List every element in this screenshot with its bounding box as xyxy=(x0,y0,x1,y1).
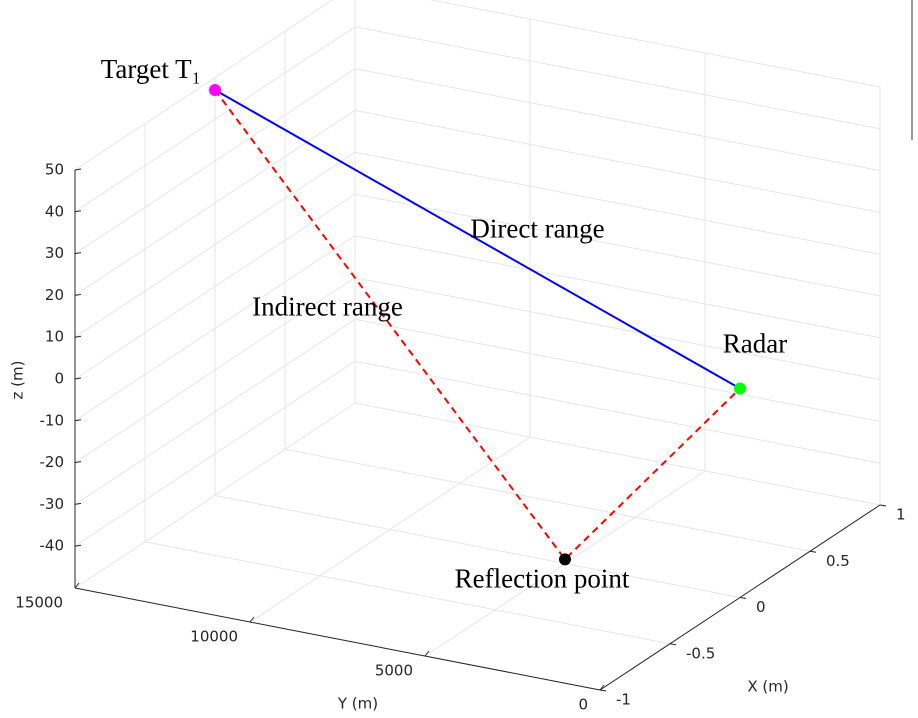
tick-mark xyxy=(809,550,817,553)
x-axis-label: X (m) xyxy=(747,678,788,696)
z-tick-label: -10 xyxy=(40,411,65,429)
axis-line xyxy=(74,587,601,691)
z-tick-label: 20 xyxy=(45,286,64,304)
grid-line xyxy=(74,235,356,422)
tick-mark xyxy=(74,544,82,547)
tick-mark xyxy=(74,252,82,255)
grid-line xyxy=(74,193,356,380)
z-tick-label: 30 xyxy=(45,244,64,262)
grid-line xyxy=(354,151,881,255)
grid-line xyxy=(354,360,881,464)
tick-mark xyxy=(74,461,82,464)
y-tick-label: 5000 xyxy=(375,662,413,680)
grid-line xyxy=(74,402,356,589)
tick-mark xyxy=(669,643,677,646)
tick-mark xyxy=(424,650,430,657)
grid-line xyxy=(354,109,881,213)
tick-mark xyxy=(74,377,82,380)
grid-line xyxy=(284,448,811,552)
grid-line xyxy=(354,235,881,339)
x-tick-label: -1 xyxy=(616,691,631,709)
z-tick-label: -40 xyxy=(40,537,65,555)
range-line xyxy=(214,89,741,390)
grid-line xyxy=(74,360,356,547)
grid-line xyxy=(354,277,881,381)
z-tick-label: 50 xyxy=(45,161,64,179)
z-tick-label: -20 xyxy=(40,453,65,471)
grid-line xyxy=(74,0,334,171)
grid-line xyxy=(74,318,356,505)
tick-mark xyxy=(599,689,607,692)
x-tick-label: 0 xyxy=(756,598,766,616)
grid-line xyxy=(354,26,881,130)
grid-line xyxy=(354,318,881,422)
point-label: Radar xyxy=(723,329,787,359)
z-tick-label: -30 xyxy=(40,495,65,513)
point-marker xyxy=(559,553,571,566)
tick-mark xyxy=(74,582,80,589)
grid-line xyxy=(249,436,531,623)
tick-mark xyxy=(739,597,747,599)
tick-mark xyxy=(249,616,255,623)
x-tick-label: 1 xyxy=(896,506,906,524)
tick-mark xyxy=(74,210,82,213)
y-tick-label: 15000 xyxy=(15,594,63,612)
tick-mark xyxy=(599,684,605,691)
y-tick-label: 10000 xyxy=(190,628,238,646)
grid-line xyxy=(354,402,881,506)
range-label: Direct range xyxy=(470,213,604,243)
tick-mark xyxy=(74,168,82,171)
tick-mark xyxy=(74,335,82,338)
grid-line xyxy=(354,193,881,297)
range-label: Indirect range xyxy=(252,291,403,321)
grid-line xyxy=(74,277,356,464)
z-tick-label: 10 xyxy=(45,328,64,346)
tick-mark xyxy=(879,504,887,507)
point-marker xyxy=(734,382,746,395)
x-tick-label: 0.5 xyxy=(826,552,850,570)
point-label: Target T₁ xyxy=(101,54,201,84)
grid-line xyxy=(74,109,356,296)
grid-line xyxy=(74,26,356,213)
point-label: Reflection point xyxy=(455,564,630,594)
y-axis-label: Y (m) xyxy=(337,695,378,713)
grid-line xyxy=(354,68,881,172)
range-line xyxy=(214,89,741,561)
y-tick-label: 0 xyxy=(578,696,588,714)
z-tick-label: 40 xyxy=(45,202,64,220)
z-tick-label: 0 xyxy=(54,370,64,388)
grid-line xyxy=(214,495,741,598)
grid-line xyxy=(144,541,671,645)
point-marker xyxy=(209,84,221,97)
tick-mark xyxy=(74,502,82,505)
grid-line xyxy=(74,68,356,255)
grid-line xyxy=(429,0,881,88)
grid-line xyxy=(74,151,356,338)
tick-mark xyxy=(74,419,82,422)
tick-mark xyxy=(74,293,82,296)
z-axis-label: z (m) xyxy=(9,361,27,400)
x-tick-label: -0.5 xyxy=(686,644,715,662)
